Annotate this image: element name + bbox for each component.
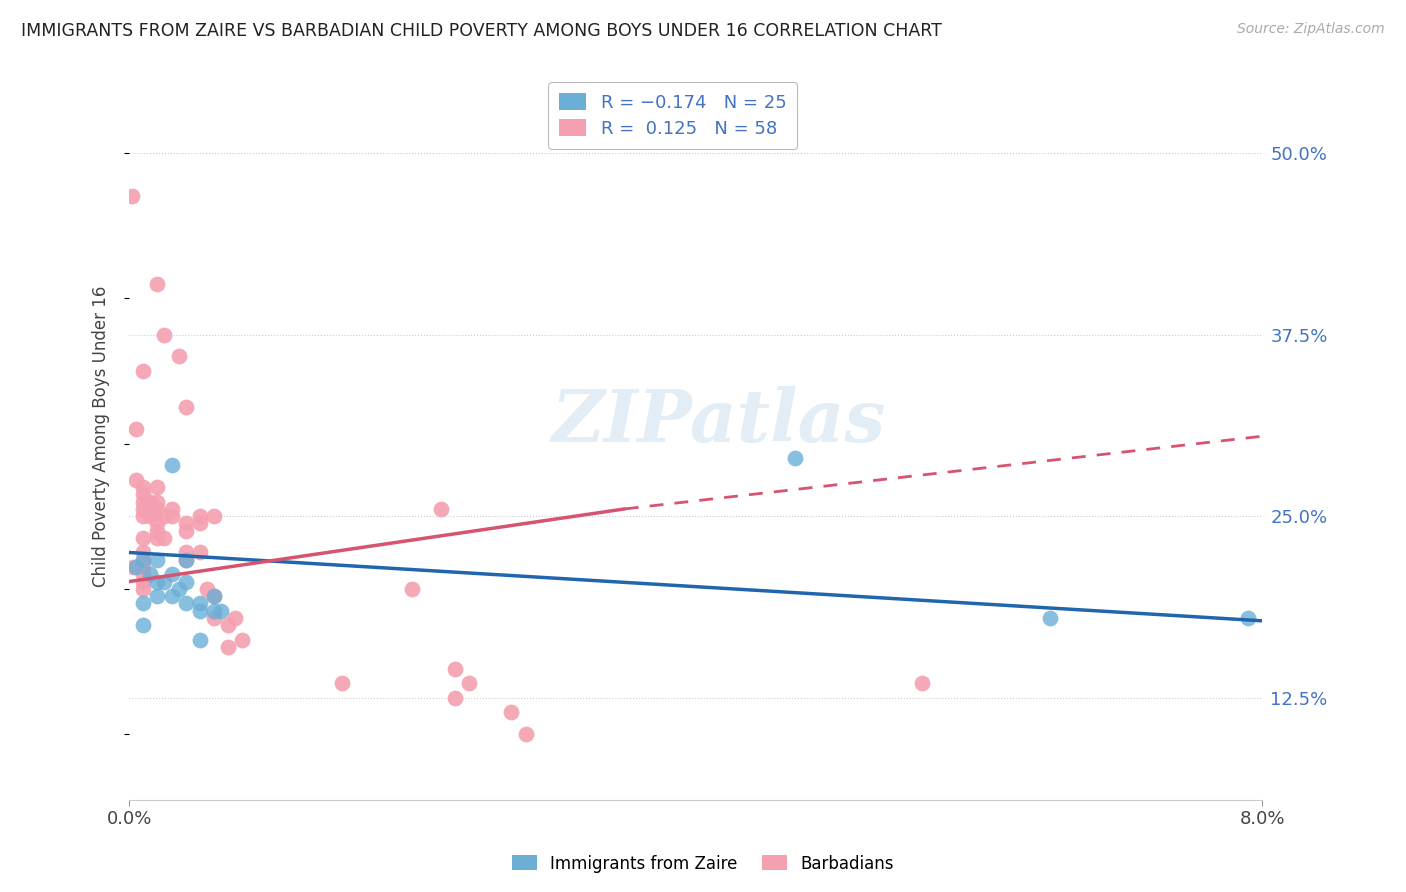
Point	[132, 480, 155, 494]
Point	[132, 494, 155, 508]
Point	[188, 604, 211, 618]
Point	[132, 574, 155, 589]
Point	[783, 451, 806, 466]
Legend: Immigrants from Zaire, Barbadians: Immigrants from Zaire, Barbadians	[505, 848, 901, 880]
Point	[188, 509, 211, 524]
Point	[429, 502, 451, 516]
Point	[153, 574, 176, 589]
Point	[160, 502, 183, 516]
Point	[139, 494, 162, 508]
Point	[146, 480, 169, 494]
Point	[139, 567, 162, 582]
Point	[188, 632, 211, 647]
Point	[195, 582, 218, 596]
Point	[202, 589, 225, 603]
Point	[132, 487, 155, 501]
Point	[125, 422, 148, 436]
Point	[217, 640, 239, 654]
Point	[443, 690, 465, 705]
Point	[132, 553, 155, 567]
Point	[202, 611, 225, 625]
Point	[132, 502, 155, 516]
Point	[132, 567, 155, 582]
Point	[146, 531, 169, 545]
Point	[132, 531, 155, 545]
Point	[174, 545, 197, 559]
Y-axis label: Child Poverty Among Boys Under 16: Child Poverty Among Boys Under 16	[93, 285, 110, 587]
Point	[121, 189, 143, 203]
Point	[224, 611, 246, 625]
Point	[515, 727, 537, 741]
Point	[1039, 611, 1062, 625]
Point	[217, 618, 239, 632]
Point	[458, 676, 481, 690]
Point	[188, 596, 211, 610]
Point	[911, 676, 934, 690]
Point	[146, 277, 169, 291]
Point	[132, 596, 155, 610]
Point	[174, 596, 197, 610]
Point	[160, 458, 183, 473]
Point	[132, 582, 155, 596]
Point	[146, 516, 169, 531]
Point	[202, 589, 225, 603]
Point	[132, 509, 155, 524]
Point	[174, 553, 197, 567]
Point	[153, 327, 176, 342]
Point	[443, 662, 465, 676]
Point	[174, 553, 197, 567]
Point	[146, 574, 169, 589]
Point	[146, 502, 169, 516]
Point	[401, 582, 423, 596]
Point	[132, 560, 155, 574]
Text: Source: ZipAtlas.com: Source: ZipAtlas.com	[1237, 22, 1385, 37]
Point	[125, 560, 148, 574]
Point	[160, 589, 183, 603]
Point	[153, 509, 176, 524]
Text: ZIPatlas: ZIPatlas	[551, 386, 886, 458]
Point	[146, 524, 169, 538]
Point	[132, 545, 155, 559]
Point	[231, 632, 253, 647]
Point	[188, 545, 211, 559]
Legend: R = −0.174   N = 25, R =  0.125   N = 58: R = −0.174 N = 25, R = 0.125 N = 58	[548, 82, 797, 148]
Point	[174, 574, 197, 589]
Point	[202, 604, 225, 618]
Point	[153, 531, 176, 545]
Point	[167, 349, 190, 363]
Point	[125, 473, 148, 487]
Point	[330, 676, 353, 690]
Point	[167, 582, 190, 596]
Point	[160, 567, 183, 582]
Point	[188, 516, 211, 531]
Point	[122, 560, 145, 574]
Point	[139, 502, 162, 516]
Point	[160, 509, 183, 524]
Point	[174, 516, 197, 531]
Point	[1237, 611, 1260, 625]
Point	[132, 364, 155, 378]
Point	[501, 706, 523, 720]
Point	[139, 509, 162, 524]
Point	[202, 509, 225, 524]
Point	[146, 553, 169, 567]
Text: IMMIGRANTS FROM ZAIRE VS BARBADIAN CHILD POVERTY AMONG BOYS UNDER 16 CORRELATION: IMMIGRANTS FROM ZAIRE VS BARBADIAN CHILD…	[21, 22, 942, 40]
Point	[146, 589, 169, 603]
Point	[146, 494, 169, 508]
Point	[209, 604, 232, 618]
Point	[132, 618, 155, 632]
Point	[174, 524, 197, 538]
Point	[174, 400, 197, 414]
Point	[132, 553, 155, 567]
